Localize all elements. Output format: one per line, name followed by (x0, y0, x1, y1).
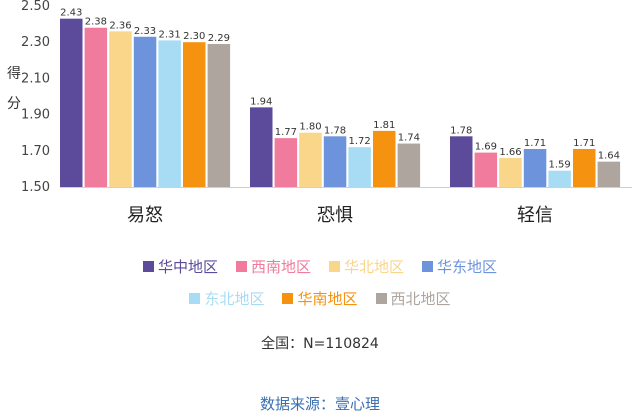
data-label-2-0: 1.78 (450, 125, 472, 136)
legend-swatch-2 (329, 261, 340, 272)
data-label-2-3: 1.71 (524, 138, 546, 149)
data-label-2-2: 1.66 (499, 147, 521, 158)
bar-2-3 (523, 148, 547, 187)
legend-row-1: 华中地区 西南地区 华北地区 华东地区 (0, 256, 640, 277)
data-label-0-2: 2.36 (109, 20, 131, 31)
data-label-0-0: 2.43 (60, 8, 82, 19)
bar-0-5 (183, 42, 206, 188)
legend-item-0: 华中地区 (142, 256, 218, 277)
legend-item-4: 东北地区 (189, 288, 264, 309)
legend-swatch-4 (189, 293, 201, 304)
bar-0-2 (109, 31, 132, 188)
legend-row-2: 东北地区 华南地区 西北地区 (0, 288, 640, 309)
data-label-1-5: 1.81 (373, 120, 395, 131)
data-label-0-3: 2.33 (134, 26, 156, 37)
legend-label-2: 华北地区 (344, 258, 405, 276)
legend-item-5: 华南地区 (282, 288, 358, 309)
bar-1-4 (348, 147, 371, 187)
bar-2-1 (474, 152, 498, 187)
bar-2-2 (499, 158, 522, 187)
bar-2-4 (548, 170, 571, 187)
legend-label-1: 西南地区 (250, 258, 311, 276)
data-label-2-5: 1.71 (573, 138, 595, 149)
y-axis-label-1: 分 (7, 96, 21, 112)
data-label-1-4: 1.72 (349, 136, 371, 147)
bar-0-1 (84, 27, 108, 187)
bar-1-1 (274, 138, 298, 187)
data-label-1-3: 1.78 (324, 125, 346, 136)
data-label-1-2: 1.80 (299, 122, 321, 133)
legend-item-3: 华东地区 (422, 256, 497, 277)
legend-swatch-0 (142, 261, 154, 272)
legend-label-0: 华中地区 (157, 258, 218, 276)
legend-item-6: 西北地区 (375, 288, 451, 309)
y-tick-label-0: 1.50 (21, 180, 50, 195)
bar-1-0 (250, 107, 273, 187)
bar-1-2 (299, 132, 322, 187)
sample-size-note: 全国：N=110824 (261, 336, 379, 352)
bar-1-5 (373, 130, 396, 187)
category-label-1: 恐惧 (317, 205, 353, 226)
y-tick-label-1: 1.70 (21, 144, 50, 159)
y-tick-label-3: 2.10 (21, 71, 50, 86)
data-source: 数据来源：壹心理 (259, 395, 380, 413)
bar-0-3 (133, 36, 157, 187)
bar-2-6 (597, 161, 621, 187)
y-tick-label-5: 2.50 (21, 0, 50, 14)
data-label-0-1: 2.38 (85, 17, 107, 28)
data-label-0-6: 2.29 (208, 33, 230, 44)
bar-1-6 (397, 143, 421, 187)
bar-2-5 (573, 148, 596, 187)
bar-0-4 (158, 40, 181, 187)
legend-item-1: 西南地区 (235, 256, 311, 277)
data-label-2-4: 1.59 (549, 160, 571, 171)
category-label-2: 轻信 (517, 205, 553, 226)
legend-label-5: 华南地区 (297, 290, 358, 308)
data-label-2-6: 1.64 (598, 151, 620, 162)
bar-1-3 (323, 136, 347, 187)
y-axis-label-0: 得 (7, 65, 21, 82)
y-tick-label-2: 1.90 (21, 108, 50, 123)
legend-label-6: 西北地区 (390, 290, 451, 308)
bar-2-0 (450, 136, 473, 187)
legend-swatch-5 (282, 293, 294, 304)
data-label-0-4: 2.31 (159, 29, 181, 40)
bar-0-0 (60, 18, 83, 188)
legend-label-3: 华东地区 (437, 258, 498, 276)
legend-swatch-3 (422, 261, 434, 272)
legend-swatch-6 (375, 293, 387, 304)
legend-label-4: 东北地区 (204, 290, 265, 308)
legend-item-2: 华北地区 (329, 256, 404, 277)
data-label-1-0: 1.94 (250, 96, 272, 107)
bar-0-6 (207, 44, 231, 188)
data-label-1-1: 1.77 (275, 127, 297, 138)
data-label-1-6: 1.74 (398, 133, 420, 144)
data-label-2-1: 1.69 (475, 142, 497, 153)
y-tick-label-4: 2.30 (21, 35, 50, 50)
data-label-0-5: 2.30 (183, 31, 205, 42)
legend-swatch-1 (235, 261, 247, 272)
category-label-0: 易怒 (127, 205, 163, 226)
